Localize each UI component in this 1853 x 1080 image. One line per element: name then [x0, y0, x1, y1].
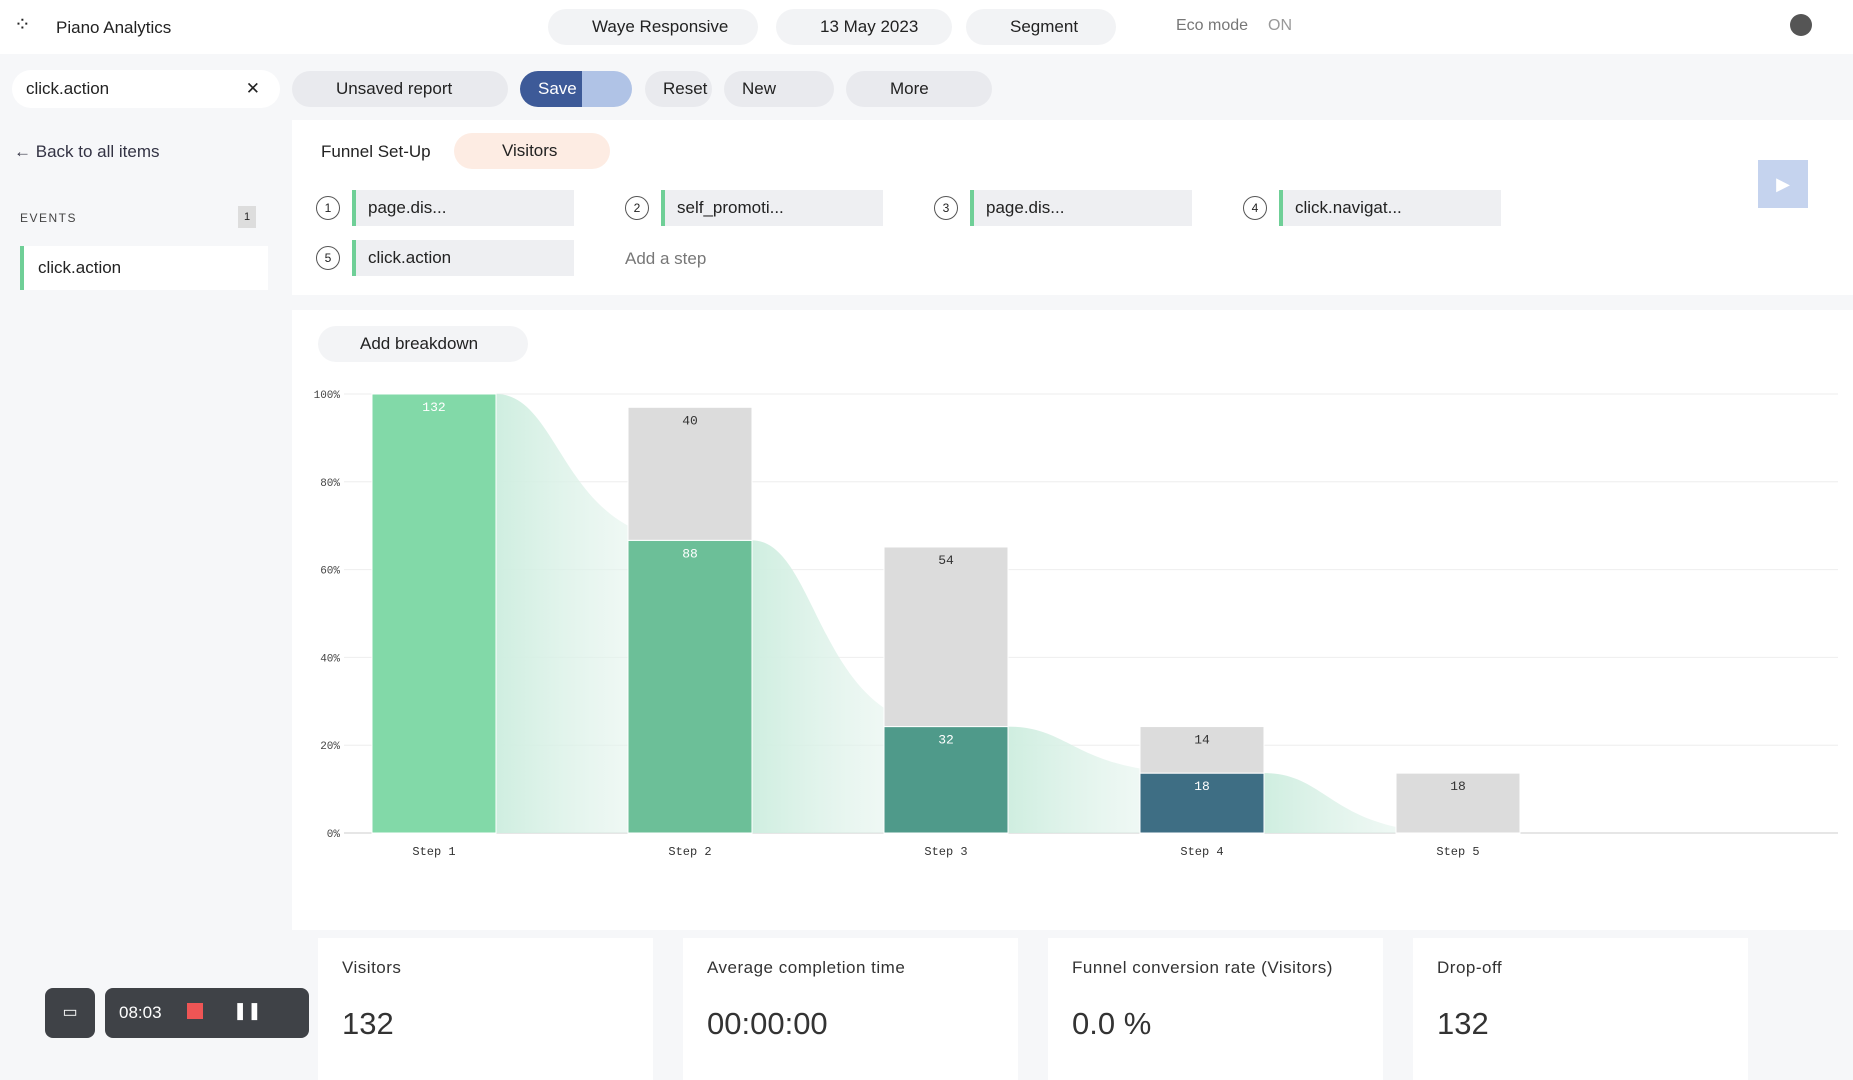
data-label: 88: [682, 546, 698, 561]
recorder-bar: 08:03 ❚❚: [105, 988, 309, 1038]
add-breakdown: Add breakdown: [360, 334, 479, 353]
kpi-label: Drop-off: [1437, 958, 1503, 977]
y-tick-label: 60%: [320, 566, 340, 578]
step-number: 5: [316, 246, 340, 270]
audience-selector[interactable]: Visitors: [454, 133, 610, 169]
data-label: 40: [682, 413, 698, 428]
kpi-label: Funnel conversion rate (Visitors): [1072, 958, 1333, 977]
kpi-value: 132: [342, 1006, 394, 1041]
more-button[interactable]: More: [846, 71, 992, 107]
step-chip[interactable]: self_promoti...: [661, 190, 883, 226]
kpi-card: Visitors 132: [318, 938, 653, 1080]
step-chip[interactable]: click.action: [352, 240, 574, 276]
site: Waye Responsive: [592, 17, 729, 36]
kpi-value: 0.0 %: [1072, 1006, 1152, 1041]
new-button[interactable]: New: [724, 71, 834, 107]
save-button[interactable]: Save: [520, 71, 582, 107]
avatar[interactable]: [1790, 14, 1812, 36]
y-tick-label: 80%: [320, 478, 340, 490]
section-title: EVENTS: [20, 211, 78, 225]
breakdown-button[interactable]: Add breakdown: [318, 326, 528, 362]
segment: Segment: [1010, 17, 1079, 36]
search-text: click.action: [26, 79, 110, 98]
data-label: 32: [938, 733, 954, 748]
eco-state[interactable]: ON: [1268, 17, 1292, 34]
bar: [627, 406, 753, 541]
new: New: [742, 79, 777, 98]
x-tick-label: Step 4: [1180, 845, 1223, 859]
step-number: 3: [934, 196, 958, 220]
step-chip[interactable]: click.navigat...: [1279, 190, 1501, 226]
event-label: click.action: [38, 258, 122, 277]
data-label: 18: [1450, 779, 1466, 794]
chart: 0% 20% 40% 60% 80% 100% 132 Step 1 88 40 Step 2 32 5…: [314, 390, 1838, 859]
search-box[interactable]: click.action ✕: [12, 70, 280, 108]
x-tick-label: Step 1: [412, 845, 455, 859]
bar: [371, 393, 497, 834]
more: More: [890, 79, 929, 98]
save: Save: [538, 79, 577, 98]
x-tick-label: Step 3: [924, 845, 967, 859]
date: 13 May 2023: [820, 17, 919, 36]
data-label: 54: [938, 553, 954, 568]
event-item[interactable]: click.action: [20, 246, 268, 290]
run-button[interactable]: ▶: [1758, 160, 1808, 208]
bar: [883, 726, 1009, 834]
site-selector[interactable]: Waye Responsive: [548, 9, 758, 45]
timer: 08:03: [119, 1003, 162, 1022]
count-badge: 1: [238, 206, 256, 228]
data-label: 14: [1194, 733, 1210, 748]
bar: [627, 539, 753, 834]
bar: [1395, 772, 1521, 834]
kpi-card: Average completion time 00:00:00: [683, 938, 1018, 1080]
stop-button[interactable]: [187, 1003, 203, 1019]
step-number: 4: [1243, 196, 1267, 220]
step-number: 2: [625, 196, 649, 220]
step-chip[interactable]: page.dis...: [352, 190, 574, 226]
date-selector[interactable]: 13 May 2023: [776, 9, 952, 45]
x-tick-label: Step 5: [1436, 845, 1479, 859]
funnel-title: Funnel Set-Up: [321, 142, 431, 161]
logo: ⁘: [14, 14, 31, 36]
step-number: 1: [316, 196, 340, 220]
save-menu[interactable]: [582, 71, 632, 107]
y-tick-label: 0%: [327, 829, 341, 841]
reset: Reset: [663, 79, 708, 98]
y-tick-label: 100%: [314, 390, 341, 402]
report-menu[interactable]: Unsaved report: [292, 71, 508, 107]
kpi-card: Funnel conversion rate (Visitors) 0.0 %: [1048, 938, 1383, 1080]
kpi-label: Average completion time: [707, 958, 906, 977]
segment-selector[interactable]: Segment: [966, 9, 1116, 45]
back-link[interactable]: ← Back to all items: [14, 142, 160, 161]
pause-button[interactable]: ❚❚: [233, 1001, 262, 1020]
y-tick-label: 40%: [320, 653, 340, 665]
bar: [1139, 726, 1265, 774]
audience: Visitors: [502, 141, 558, 160]
data-label: 18: [1194, 779, 1210, 794]
app-name: Piano Analytics: [56, 18, 172, 37]
add-step[interactable]: Add a step: [625, 249, 707, 268]
eco-label: Eco mode: [1176, 17, 1249, 34]
kpi-label: Visitors: [342, 958, 402, 977]
kpi-value: 00:00:00: [707, 1006, 828, 1041]
kpi-card: Drop-off 132: [1413, 938, 1748, 1080]
clear-icon[interactable]: ✕: [245, 79, 260, 98]
data-label: 132: [422, 400, 445, 415]
report: Unsaved report: [336, 79, 453, 98]
step-chip[interactable]: page.dis...: [970, 190, 1192, 226]
reset-button[interactable]: Reset: [645, 71, 712, 107]
flow-area: [1264, 773, 1458, 833]
kpi-value: 132: [1437, 1006, 1489, 1041]
bar: [883, 546, 1009, 728]
back: Back to all items: [35, 142, 160, 161]
y-tick-label: 20%: [320, 741, 340, 753]
x-tick-label: Step 2: [668, 845, 711, 859]
camera-button[interactable]: ▭: [45, 988, 95, 1038]
